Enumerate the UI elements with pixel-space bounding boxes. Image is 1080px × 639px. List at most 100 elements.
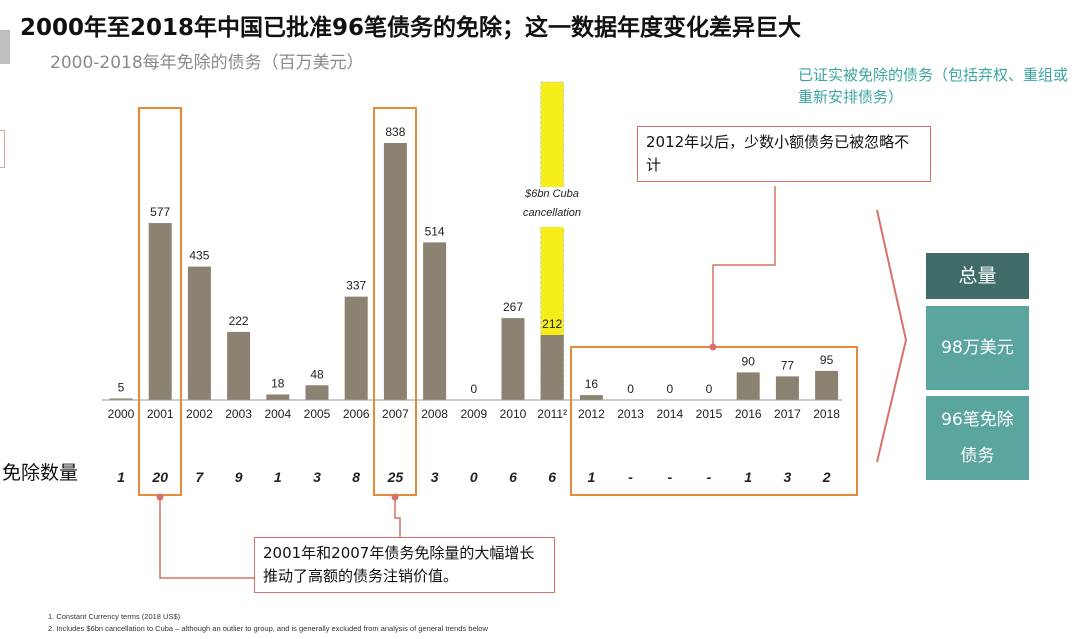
bar-value-label: 577 [150, 205, 170, 219]
year-tick-label: 2010 [500, 407, 527, 421]
bar-value-label: 212 [542, 317, 562, 331]
bar-2017 [775, 376, 799, 400]
bar-2006 [344, 296, 368, 400]
year-tick-label: 2009 [460, 407, 487, 421]
bar-value-label: 0 [706, 382, 713, 396]
year-tick-label: 2007 [382, 407, 409, 421]
bar-2003 [227, 331, 251, 400]
totals-count: 96笔免除债务 [926, 396, 1029, 480]
year-tick-label: 2004 [264, 407, 291, 421]
year-tick-label: 2000 [108, 407, 135, 421]
count-value: 20 [151, 469, 168, 485]
year-tick-label: 2014 [656, 407, 683, 421]
bar-2004 [266, 394, 290, 400]
bar-2010 [501, 318, 525, 400]
bar-labels: 5 2000 577 2001 435 2002 222 2003 18 2004 48 2005 33… [108, 125, 841, 421]
bar-value-label: 48 [310, 367, 324, 381]
year-tick-label: 2008 [421, 407, 448, 421]
bar-value-label: 0 [627, 382, 634, 396]
cuba-note-line2: cancellation [523, 207, 581, 219]
bar-value-label: 18 [271, 376, 285, 390]
cuba-outlier-highlight [539, 81, 565, 401]
year-tick-label: 2001 [147, 407, 174, 421]
bar-2001 [148, 223, 172, 400]
bar-value-label: 267 [503, 300, 523, 314]
bar-value-label: 0 [470, 382, 477, 396]
bar-value-label: 838 [385, 125, 405, 139]
connector-dot-2012 [709, 343, 717, 351]
chart-subtitle: 2000-2018每年免除的债务（百万美元） [50, 53, 364, 73]
connector-dot-2001 [156, 493, 164, 501]
count-row: 1 20 7 9 1 3 8 25 3 0 6 6 1 - - - 1 3 2 [117, 469, 831, 485]
year-tick-label: 2018 [813, 407, 840, 421]
count-value: 6 [548, 469, 556, 485]
count-value: 7 [196, 469, 205, 485]
totals-count-text: 96笔免除债务 [941, 410, 1014, 466]
count-value: 0 [470, 469, 478, 485]
connector-2007 [394, 497, 401, 540]
page-title: 2000年至2018年中国已批准96笔债务的免除；这一数据年度变化差异巨大 [20, 15, 802, 41]
year-tick-label: 2013 [617, 407, 644, 421]
footnote-1: 1. Constant Currency terms (2018 US$) [48, 612, 181, 621]
totals-amount: 98万美元 [926, 306, 1029, 390]
count-value: - [667, 469, 672, 485]
year-tick-label: 2006 [343, 407, 370, 421]
bar-2011² [540, 334, 564, 400]
bar-value-label: 77 [781, 358, 795, 372]
highlight-box-2012-2018 [570, 346, 858, 496]
bar-value-label: 435 [189, 249, 209, 263]
totals-amount-text: 98万美元 [941, 338, 1014, 358]
count-value: 1 [117, 469, 125, 485]
count-value: 3 [313, 469, 321, 485]
count-value: 1 [588, 469, 596, 485]
connector-2012 [712, 186, 776, 347]
bar-value-label: 16 [585, 377, 599, 391]
bar-2008 [423, 242, 447, 400]
bar-value-label: 514 [425, 224, 445, 238]
bar-2002 [187, 266, 211, 400]
count-value: 1 [274, 469, 282, 485]
year-tick-label: 2011² [537, 407, 567, 421]
bar-series [109, 143, 839, 400]
bar-2000 [109, 398, 133, 400]
count-row-label: 免除数量 [2, 462, 79, 484]
bar-value-label: 90 [742, 354, 756, 368]
connector-2001 [159, 497, 254, 579]
bar-2012 [579, 395, 603, 400]
count-value: - [628, 469, 633, 485]
cropped-thumbnail [0, 30, 10, 64]
totals-bracket [876, 209, 908, 463]
bar-2005 [305, 385, 329, 400]
cuba-note-line1: $6bn Cuba [524, 188, 579, 200]
footnote-2: 2. Includes $6bn cancellation to Cuba – … [48, 624, 488, 633]
totals-header: 总量 [926, 253, 1029, 299]
bar-value-label: 222 [229, 314, 249, 328]
callout-spikes: 2001年和2007年债务免除量的大幅增长推动了高额的债务注销价值。 [254, 537, 555, 593]
count-value: 6 [509, 469, 517, 485]
year-tick-label: 2012 [578, 407, 605, 421]
bar-2007 [383, 143, 407, 400]
year-tick-label: 2002 [186, 407, 213, 421]
cuba-label-gap [539, 187, 565, 227]
count-value: 1 [744, 469, 752, 485]
count-value: 3 [784, 469, 792, 485]
bar-value-label: 0 [666, 382, 673, 396]
bar-value-label: 5 [118, 380, 125, 394]
count-value: 9 [235, 469, 243, 485]
year-tick-label: 2016 [735, 407, 762, 421]
callout-after-2012: 2012年以后，少数小额债务已被忽略不计 [637, 126, 931, 182]
bar-value-label: 337 [346, 279, 366, 293]
bar-value-label: 95 [820, 353, 834, 367]
cropped-thumbnail-frame [0, 130, 5, 168]
count-value: 8 [352, 469, 360, 485]
bar-2016 [736, 372, 760, 400]
count-value: - [707, 469, 712, 485]
count-value: 2 [822, 469, 831, 485]
count-value: 3 [431, 469, 439, 485]
year-tick-label: 2003 [225, 407, 252, 421]
legend-note: 已证实被免除的债务（包括弃权、重组或重新安排债务） [798, 66, 1069, 106]
count-value: 25 [387, 469, 404, 485]
bar-2018 [815, 370, 839, 400]
connector-dot-2007 [391, 493, 399, 501]
